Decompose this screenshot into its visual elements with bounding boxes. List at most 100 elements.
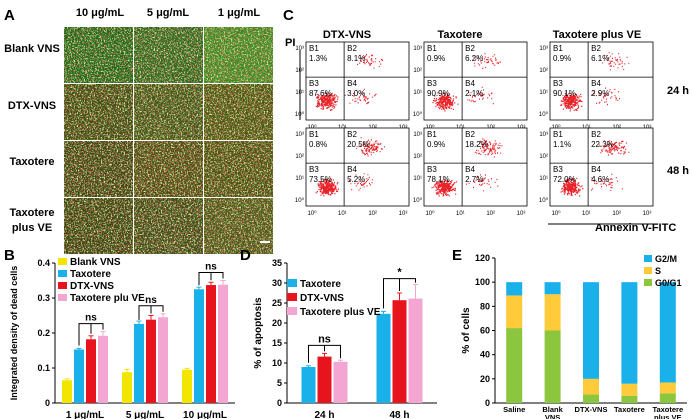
quadrant-percent: 4.6%	[591, 175, 609, 184]
y-tick-label: 100	[475, 277, 490, 287]
legend-label: G2/M	[655, 254, 677, 264]
quadrant-name: B1	[309, 44, 319, 53]
flow-events	[315, 137, 385, 197]
quadrant-name: B1	[553, 44, 563, 53]
quadrant-name: B3	[427, 165, 437, 174]
y-tick-label: 25	[272, 298, 282, 308]
quadrant-percent: 72.0%	[553, 175, 576, 184]
quadrant-name: B3	[427, 79, 437, 88]
panel-c-row-label: 48 h	[667, 165, 689, 177]
panel-c-col-title: Taxotere plus VE	[553, 29, 641, 41]
quadrant-percent: 90.1%	[553, 89, 576, 98]
y-tick-label: 40	[480, 350, 490, 360]
x-tick-label: 10³	[643, 211, 652, 217]
legend-swatch	[644, 279, 652, 286]
chart-b: 0 0.1 0.2 0.3 0.4 Integrated density of dead …	[9, 257, 235, 419]
quadrant-name: B4	[465, 79, 475, 88]
quadrant-name: B1	[553, 130, 563, 139]
y-tick-label: 10²	[295, 68, 304, 74]
legend-label: Blank VNS	[70, 257, 121, 268]
legend-swatch	[644, 267, 652, 274]
quadrant-percent: 20.5%	[347, 140, 370, 149]
x-tick-label: VNS	[545, 413, 560, 419]
micrograph-tile	[204, 141, 273, 197]
quadrant-percent: 1.1%	[553, 140, 571, 149]
x-tick-label: Saline	[503, 405, 525, 414]
quadrant-percent: 18.2%	[465, 140, 488, 149]
quadrant-percent: 0.9%	[427, 54, 445, 63]
bar	[74, 349, 84, 403]
y-axis-label: % of cells	[461, 307, 472, 354]
significance-label: ns	[145, 295, 157, 306]
quadrant-name: B2	[347, 130, 357, 139]
x-tick-label: 10 μg/mL	[183, 410, 227, 419]
panel-a-micrographs	[64, 27, 273, 254]
bar	[158, 317, 168, 403]
bar	[62, 380, 72, 403]
stacked-bar-segment	[506, 295, 523, 329]
panel-a-row-label: Blank VNS	[4, 43, 60, 55]
flow-events	[560, 140, 630, 197]
stacked-bar-segment	[659, 393, 676, 403]
y-tick-label: 5	[277, 378, 282, 388]
quadrant-name: B3	[553, 79, 563, 88]
y-tick-label: 10⁰	[539, 111, 549, 118]
quadrant-percent: 0.9%	[553, 54, 571, 63]
legend-swatch	[58, 282, 67, 289]
stacked-bar-segment	[544, 282, 561, 295]
micrograph-tile	[204, 27, 273, 83]
panel-a-row-label: Taxotere	[9, 207, 54, 219]
x-tick-label: 10⁰	[425, 210, 435, 217]
y-tick-label: 0	[45, 398, 50, 408]
x-tick-label: 1 μg/mL	[66, 410, 104, 419]
legend-label: DTX-VNS	[300, 293, 344, 304]
legend-swatch	[287, 307, 297, 315]
micrograph-tile	[134, 27, 203, 83]
quadrant-name: B2	[591, 44, 601, 53]
y-tick-label: 35	[272, 258, 282, 268]
y-tick-label: 10¹	[539, 90, 548, 96]
y-axis-label: Integrated density of dead cells	[9, 266, 19, 401]
quadrant-name: B4	[347, 165, 357, 174]
stacked-bar-segment	[544, 330, 561, 403]
legend-label: Taxotere	[300, 279, 341, 290]
legend-swatch	[644, 255, 652, 262]
bar	[86, 339, 96, 403]
significance-bracket	[138, 305, 164, 320]
x-tick-label: Taxotere	[652, 405, 683, 414]
bar	[392, 300, 407, 403]
quadrant-name: B3	[309, 165, 319, 174]
panel-a-row-labels: Blank VNS DTX-VNS Taxotere Taxotere plus…	[4, 43, 60, 234]
quadrant-percent: 8.1%	[347, 54, 365, 63]
y-tick-label: 30	[272, 278, 282, 288]
bar	[194, 289, 204, 403]
quadrant-percent: 6.1%	[591, 54, 609, 63]
x-tick-label: 10⁰	[551, 124, 561, 131]
quadrant-percent: 3.0%	[347, 89, 365, 98]
bar	[333, 361, 348, 403]
panel-c-row-label: 24 h	[667, 85, 689, 97]
annexin-axis-label: Annexin V-FITC	[595, 222, 676, 234]
x-tick-label: 10⁰	[307, 210, 317, 217]
stacked-bar-segment	[544, 294, 561, 331]
y-tick-label: 0	[277, 398, 282, 408]
quadrant-name: B1	[427, 44, 437, 53]
bar	[408, 298, 423, 403]
x-tick-label: 10³	[399, 211, 408, 217]
quadrant-percent: 22.3%	[591, 140, 614, 149]
y-axis-label: % of apoptosis	[253, 297, 264, 369]
panel-a-col-label: 5 μg/mL	[147, 7, 189, 19]
significance-label: *	[397, 267, 402, 279]
x-tick-label: DTX-VNS	[575, 405, 608, 414]
y-tick-label: 10²	[539, 154, 548, 160]
panel-a-col-label: 1 μg/mL	[218, 7, 260, 19]
y-tick-label: 10⁰	[295, 111, 305, 118]
y-tick-label: 60	[480, 326, 490, 336]
micrograph-tile	[134, 84, 203, 140]
y-tick-label: 80	[480, 301, 490, 311]
flow-events	[432, 53, 501, 112]
stacked-bar-segment	[621, 395, 638, 403]
